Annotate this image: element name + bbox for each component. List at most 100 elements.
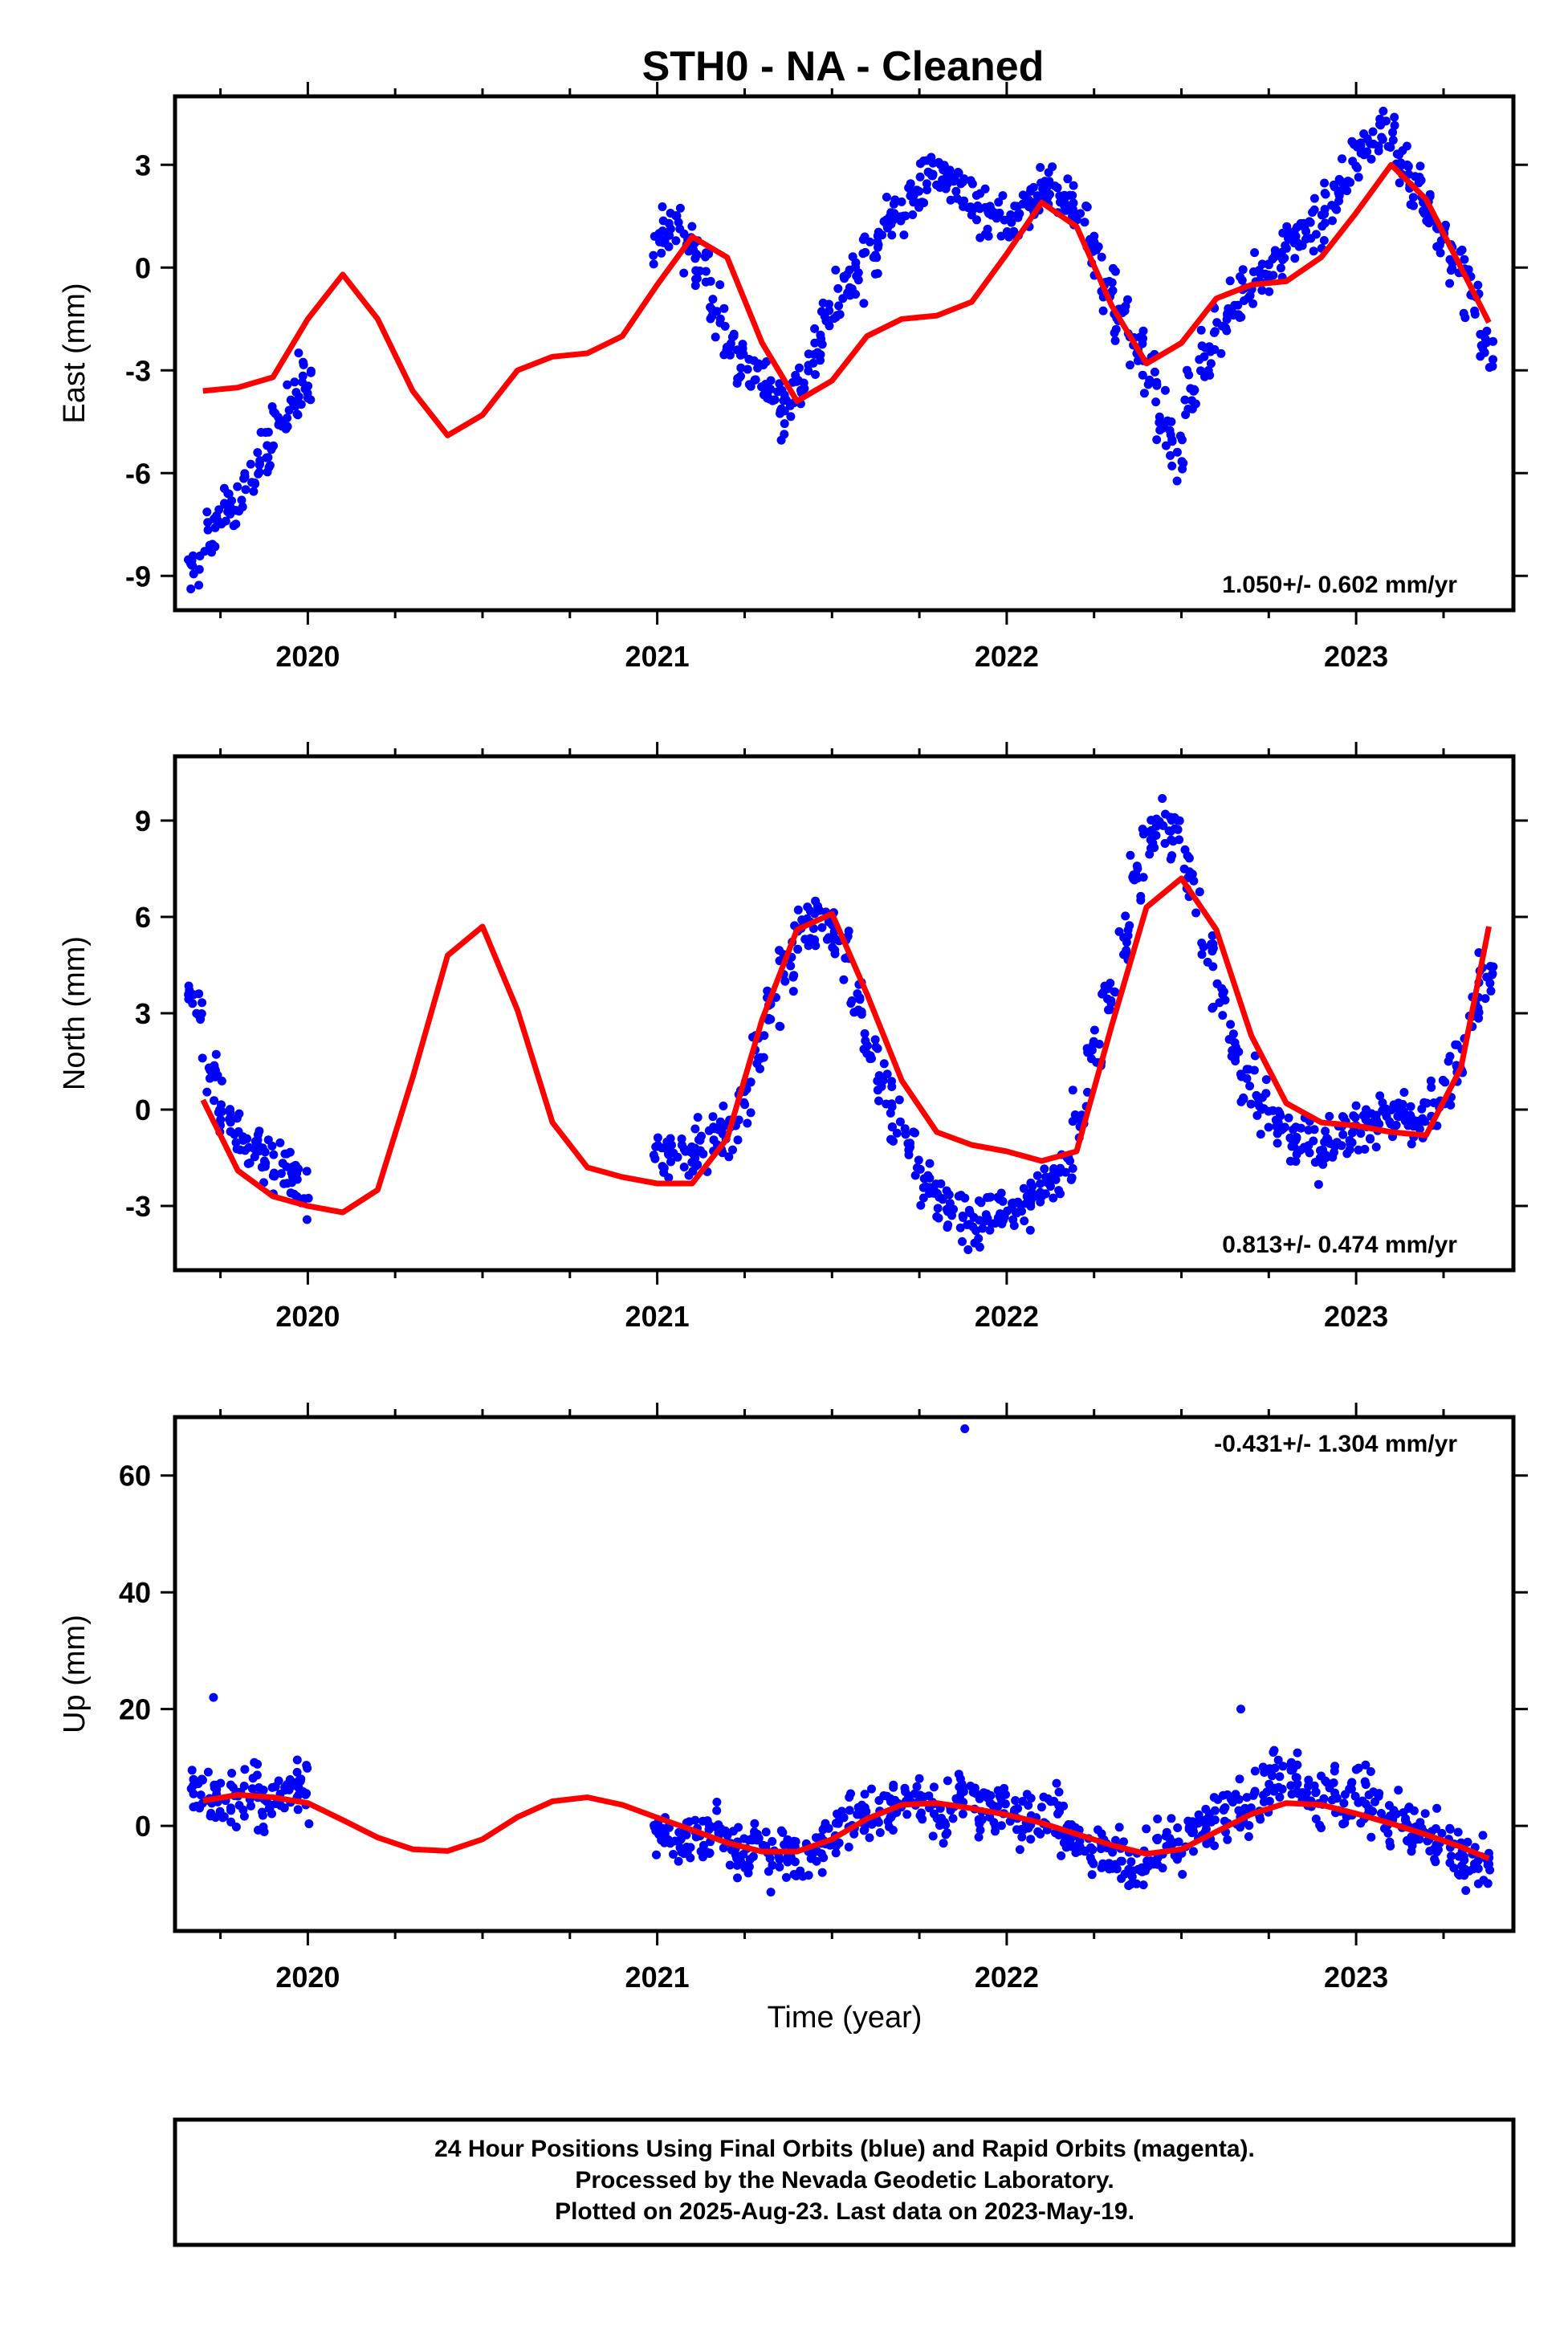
up-point — [1286, 1766, 1296, 1775]
north-point — [1125, 921, 1134, 931]
up-point — [1000, 1799, 1010, 1809]
east-panel: 2020 2021 2022 2023 -9 -6 -3 0 3 East (mm) 1.050+/… — [58, 82, 1528, 673]
up-point — [988, 1801, 997, 1811]
up-point — [1409, 1806, 1419, 1815]
up-points — [186, 1745, 1495, 1897]
north-point — [1049, 1193, 1058, 1203]
up-point — [669, 1850, 678, 1859]
north-point — [855, 993, 865, 1003]
east-point — [1196, 325, 1206, 335]
north-point — [775, 1021, 784, 1031]
east-point — [1482, 326, 1492, 336]
east-point — [1327, 201, 1337, 210]
up-point — [959, 1787, 968, 1796]
east-point — [294, 392, 303, 401]
up-point — [943, 1776, 952, 1786]
east-point — [1320, 205, 1330, 214]
east-point — [882, 193, 891, 202]
north-point — [915, 1164, 925, 1174]
north-point — [1167, 835, 1176, 845]
east-point — [720, 321, 730, 331]
east-point — [915, 172, 925, 181]
up-point — [1001, 1790, 1010, 1799]
north-point — [1212, 979, 1222, 988]
north-point — [1055, 1167, 1065, 1177]
east-point — [1379, 106, 1388, 116]
east-point — [1007, 218, 1016, 227]
east-point — [817, 307, 826, 316]
east-point — [1098, 306, 1108, 316]
up-point — [1108, 1847, 1118, 1857]
east-point — [1388, 136, 1398, 145]
north-point — [895, 1117, 905, 1126]
east-point — [1276, 263, 1285, 273]
up-point — [813, 1847, 821, 1855]
north-point — [666, 1157, 675, 1167]
east-point — [255, 456, 265, 466]
east-point — [919, 198, 929, 208]
east-point — [985, 202, 995, 212]
east-point — [1309, 193, 1319, 203]
up-point — [279, 1803, 289, 1813]
east-point — [1328, 216, 1337, 226]
north-point — [860, 1029, 870, 1038]
up-point — [1431, 1857, 1440, 1867]
up-point — [853, 1810, 862, 1819]
east-point — [654, 229, 664, 238]
up-point — [1213, 1794, 1223, 1804]
up-point — [189, 1802, 198, 1812]
north-point — [710, 1124, 719, 1134]
east-point — [831, 265, 841, 275]
east-point — [1319, 236, 1329, 245]
east-point — [739, 349, 748, 359]
up-point — [719, 1843, 728, 1853]
north-point — [964, 1205, 974, 1215]
north-point — [1110, 988, 1120, 997]
east-point — [666, 209, 675, 218]
north-point — [733, 1135, 743, 1145]
east-point — [1209, 328, 1219, 337]
east-point — [1321, 189, 1330, 199]
east-point — [1179, 458, 1188, 468]
north-point — [919, 1174, 929, 1183]
east-point — [1097, 252, 1106, 262]
east-point — [1172, 476, 1182, 486]
north-point — [1032, 1171, 1042, 1180]
north-point — [708, 1112, 718, 1122]
north-point — [1371, 1143, 1381, 1152]
up-point — [1234, 1794, 1244, 1804]
north-y-tick-label: 3 — [135, 997, 151, 1030]
up-point — [1170, 1851, 1179, 1860]
north-point — [1170, 824, 1179, 833]
up-point — [1017, 1825, 1027, 1835]
east-point — [1460, 313, 1470, 323]
up-point — [912, 1782, 922, 1791]
east-point — [1374, 146, 1383, 156]
up-point — [1173, 1823, 1183, 1832]
east-point — [1416, 176, 1426, 185]
up-point — [253, 1759, 263, 1769]
north-point — [894, 1095, 904, 1105]
east-point — [833, 283, 843, 293]
up-point — [996, 1821, 1006, 1831]
east-point — [186, 585, 196, 593]
east-point — [1248, 299, 1258, 308]
east-point — [708, 295, 718, 304]
up-point — [1278, 1762, 1288, 1771]
up-point — [1340, 1819, 1350, 1828]
up-point — [1201, 1804, 1211, 1814]
east-point — [1018, 190, 1028, 200]
up-point — [1178, 1870, 1187, 1879]
east-x-tick-label: 2022 — [975, 640, 1039, 673]
north-point — [1273, 1118, 1283, 1127]
north-rate-label: 0.813+/- 0.474 mm/yr — [1222, 1232, 1457, 1258]
east-point — [1108, 286, 1118, 295]
east-point — [263, 441, 272, 450]
up-outlier-point — [1236, 1705, 1245, 1714]
east-point — [1347, 136, 1357, 146]
up-point — [1158, 1864, 1167, 1873]
east-point — [200, 547, 210, 556]
north-point — [1007, 1204, 1016, 1213]
east-point — [267, 402, 277, 411]
east-point — [1436, 248, 1445, 258]
